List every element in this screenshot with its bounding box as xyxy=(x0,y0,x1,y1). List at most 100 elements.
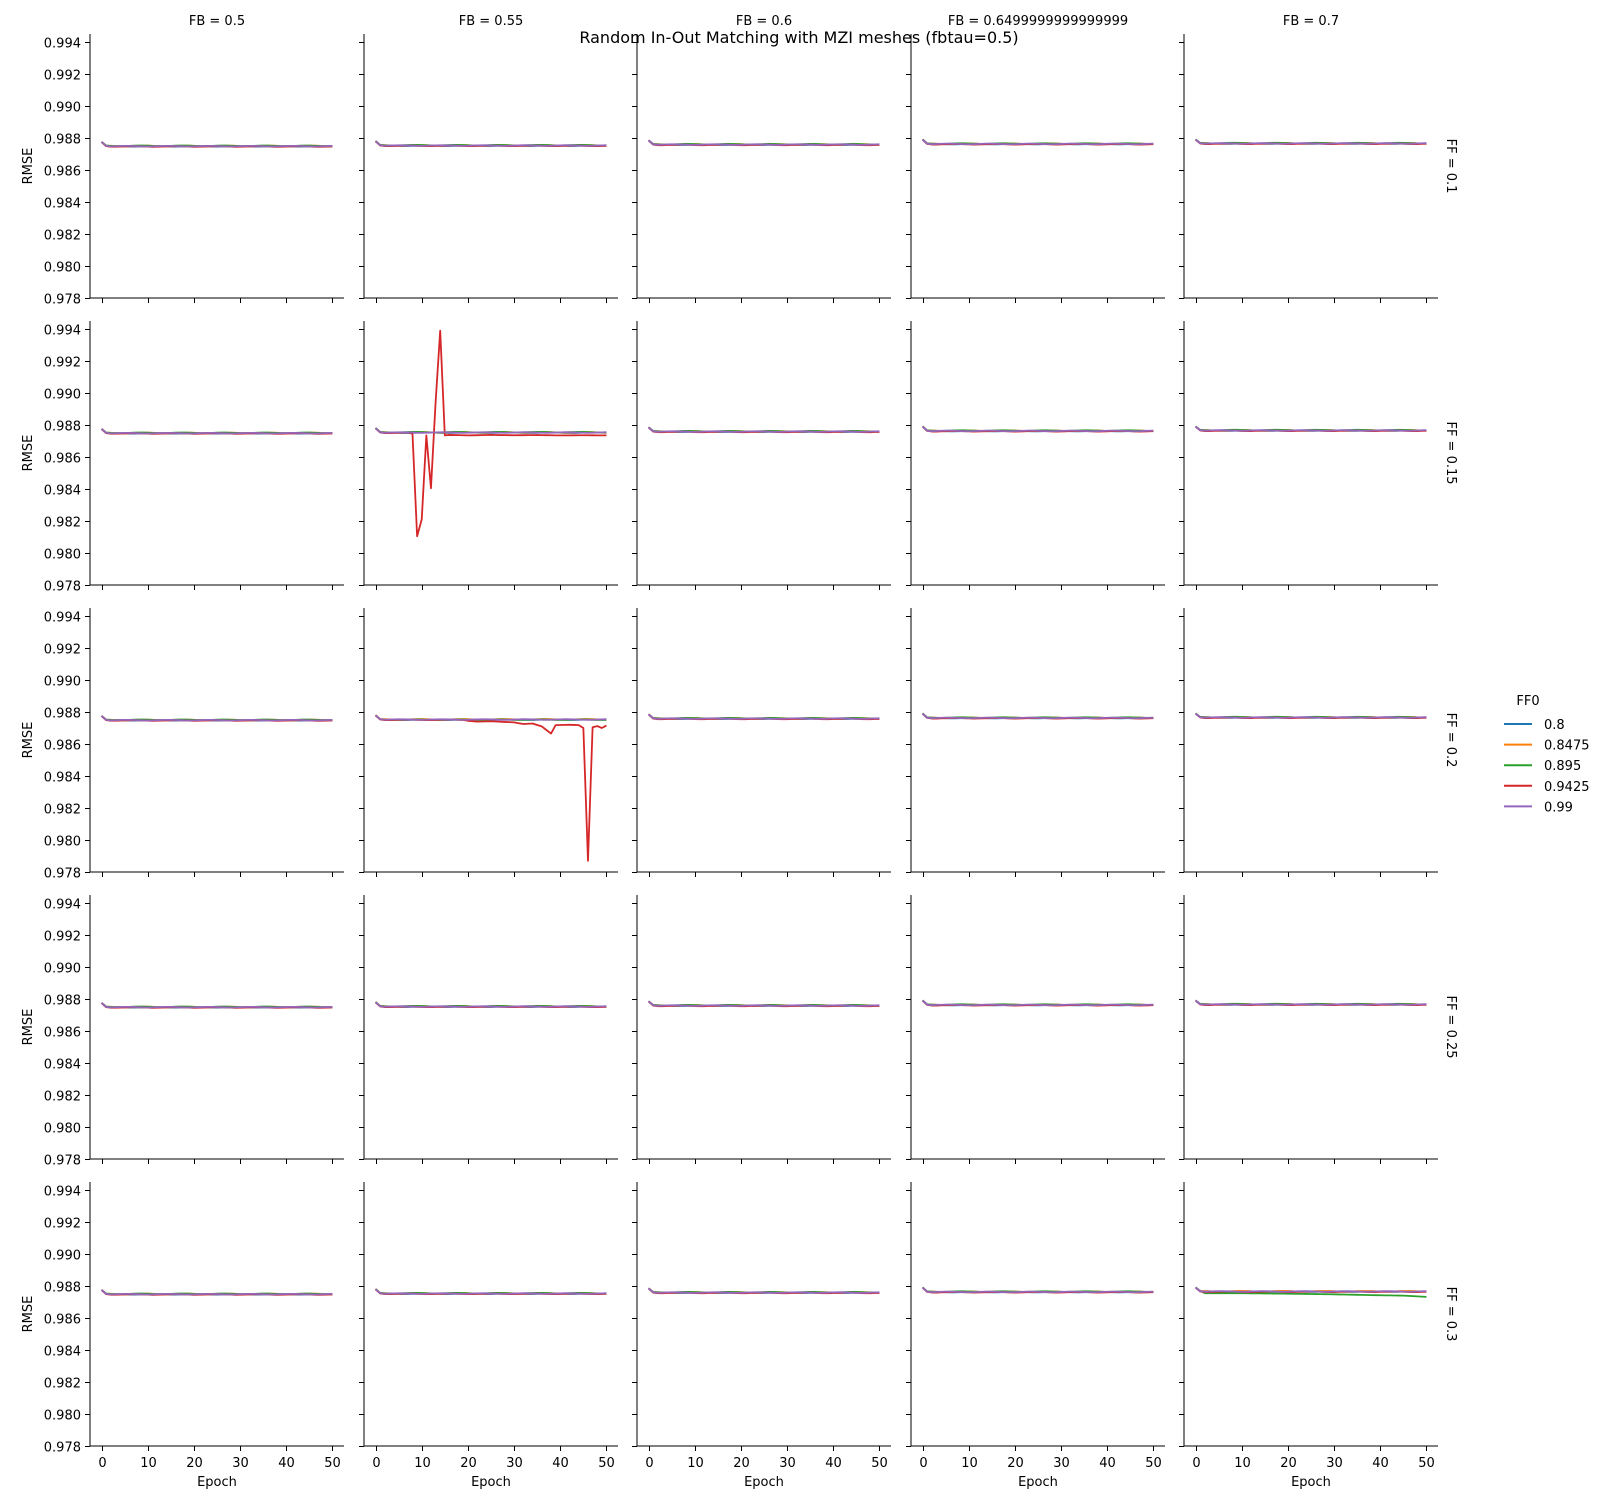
series-line-0.9425 xyxy=(374,714,607,862)
series-line-0.99 xyxy=(647,1287,880,1294)
y-tick-label: 0.978 xyxy=(44,580,81,595)
x-axis-label: Epoch xyxy=(1018,1475,1058,1490)
y-tick-label: 0.988 xyxy=(44,420,81,435)
series-line-0.99 xyxy=(921,425,1154,433)
figure-title: Random In-Out Matching with MZI meshes (… xyxy=(579,28,1018,47)
y-tick-label: 0.984 xyxy=(44,484,81,499)
y-tick-label: 0.980 xyxy=(44,548,81,563)
series-line-0.99 xyxy=(100,1289,333,1296)
facet-panel-r4-c4: 0 10 20 30 40 50 Epoch FF = 0.3 xyxy=(1179,1182,1458,1490)
x-tick-label: 20 xyxy=(460,1456,477,1471)
y-tick-label: 0.990 xyxy=(44,1249,81,1264)
y-tick-label: 0.978 xyxy=(44,867,81,882)
y-tick-label: 0.994 xyxy=(44,324,81,339)
x-tick-label: 10 xyxy=(140,1456,157,1471)
y-tick-label: 0.986 xyxy=(44,165,81,180)
y-tick-label: 0.984 xyxy=(44,1058,81,1073)
y-tick-label: 0.990 xyxy=(44,962,81,977)
x-tick-label: 10 xyxy=(414,1456,431,1471)
x-tick-label: 10 xyxy=(1234,1456,1251,1471)
x-tick-label: 20 xyxy=(186,1456,203,1471)
series-line-0.99 xyxy=(1194,1286,1427,1293)
series-line-0.99 xyxy=(647,1000,880,1007)
row-title: FF = 0.15 xyxy=(1443,421,1458,484)
y-tick-label: 0.992 xyxy=(44,930,81,945)
x-tick-label: 40 xyxy=(825,1456,842,1471)
y-tick-label: 0.992 xyxy=(44,643,81,658)
y-tick-label: 0.980 xyxy=(44,1122,81,1137)
series-line-0.99 xyxy=(647,713,880,720)
facet-panel-r0-c2: FB = 0.6 xyxy=(632,14,891,303)
x-tick-label: 30 xyxy=(1326,1456,1343,1471)
y-axis-label: RMSE xyxy=(21,1009,36,1046)
y-tick-label: 0.994 xyxy=(44,898,81,913)
y-tick-label: 0.988 xyxy=(44,994,81,1009)
y-tick-label: 0.992 xyxy=(44,69,81,84)
y-tick-label: 0.978 xyxy=(44,1441,81,1456)
facet-panel-r0-c3: FB = 0.6499999999999999 xyxy=(906,14,1165,303)
y-tick-label: 0.980 xyxy=(44,1409,81,1424)
facet-panel-r2-c0: 0.978 0.980 0.982 0.984 0.986 0.988 0.990 0.992… xyxy=(21,608,344,882)
facet-panel-r4-c0: 0.978 0.980 0.982 0.984 0.986 0.988 0.990 0.992… xyxy=(21,1182,344,1490)
y-tick-label: 0.982 xyxy=(44,803,81,818)
x-tick-label: 0 xyxy=(645,1456,653,1471)
x-tick-label: 0 xyxy=(372,1456,380,1471)
y-tick-label: 0.984 xyxy=(44,1345,81,1360)
x-axis-label: Epoch xyxy=(1291,1475,1331,1490)
x-tick-label: 50 xyxy=(324,1456,341,1471)
x-tick-label: 20 xyxy=(1280,1456,1297,1471)
row-title: FF = 0.3 xyxy=(1443,1287,1458,1342)
legend-label: 0.9425 xyxy=(1544,780,1590,795)
x-tick-label: 50 xyxy=(1418,1456,1435,1471)
y-tick-label: 0.982 xyxy=(44,1377,81,1392)
series-line-0.99 xyxy=(1194,999,1427,1006)
y-axis-label: RMSE xyxy=(21,722,36,759)
legend-label: 0.895 xyxy=(1544,759,1581,774)
facet-panel-r0-c4: FB = 0.7 FF = 0.1 xyxy=(1179,14,1458,303)
facet-panel-r1-c4: FF = 0.15 xyxy=(1179,321,1458,590)
facet-panel-r2-c4: FF = 0.2 xyxy=(1179,608,1458,877)
y-tick-label: 0.978 xyxy=(44,1154,81,1169)
y-tick-label: 0.988 xyxy=(44,133,81,148)
series-line-0.99 xyxy=(647,139,880,146)
x-tick-label: 50 xyxy=(598,1456,615,1471)
y-tick-label: 0.988 xyxy=(44,1281,81,1296)
y-tick-label: 0.982 xyxy=(44,1090,81,1105)
series-line-0.99 xyxy=(374,427,607,434)
series-line-0.99 xyxy=(374,140,607,147)
column-title: FB = 0.5 xyxy=(189,14,245,29)
x-tick-label: 40 xyxy=(1372,1456,1389,1471)
y-tick-label: 0.986 xyxy=(44,452,81,467)
x-tick-label: 0 xyxy=(1192,1456,1200,1471)
series-line-0.99 xyxy=(374,1288,607,1295)
series-line-0.99 xyxy=(374,714,607,721)
x-tick-label: 10 xyxy=(961,1456,978,1471)
facet-panel-r4-c3: 0 10 20 30 40 50 Epoch xyxy=(906,1182,1165,1490)
facet-panel-r4-c2: 0 10 20 30 40 50 Epoch xyxy=(632,1182,891,1490)
series-line-0.99 xyxy=(921,712,1154,720)
x-tick-label: 30 xyxy=(232,1456,249,1471)
column-title: FB = 0.55 xyxy=(459,14,524,29)
series-line-0.99 xyxy=(100,141,333,148)
column-title: FB = 0.7 xyxy=(1283,14,1339,29)
legend-label: 0.8475 xyxy=(1544,739,1590,754)
x-tick-label: 10 xyxy=(687,1456,704,1471)
y-tick-label: 0.986 xyxy=(44,1313,81,1328)
x-tick-label: 30 xyxy=(779,1456,796,1471)
series-line-0.99 xyxy=(1194,138,1427,145)
x-tick-label: 0 xyxy=(98,1456,106,1471)
series-line-0.99 xyxy=(921,1286,1154,1294)
row-title: FF = 0.1 xyxy=(1443,139,1458,194)
series-line-0.9425 xyxy=(374,329,607,538)
x-tick-label: 50 xyxy=(871,1456,888,1471)
x-axis-label: Epoch xyxy=(744,1475,784,1490)
facet-panel-r2-c2 xyxy=(632,608,891,877)
y-axis-label: RMSE xyxy=(21,148,36,185)
facet-panel-r3-c2 xyxy=(632,895,891,1164)
series-line-0.895 xyxy=(1195,1286,1427,1298)
x-tick-label: 0 xyxy=(919,1456,927,1471)
series-line-0.99 xyxy=(1194,712,1427,719)
y-tick-label: 0.986 xyxy=(44,1026,81,1041)
legend-label: 0.99 xyxy=(1544,800,1573,815)
